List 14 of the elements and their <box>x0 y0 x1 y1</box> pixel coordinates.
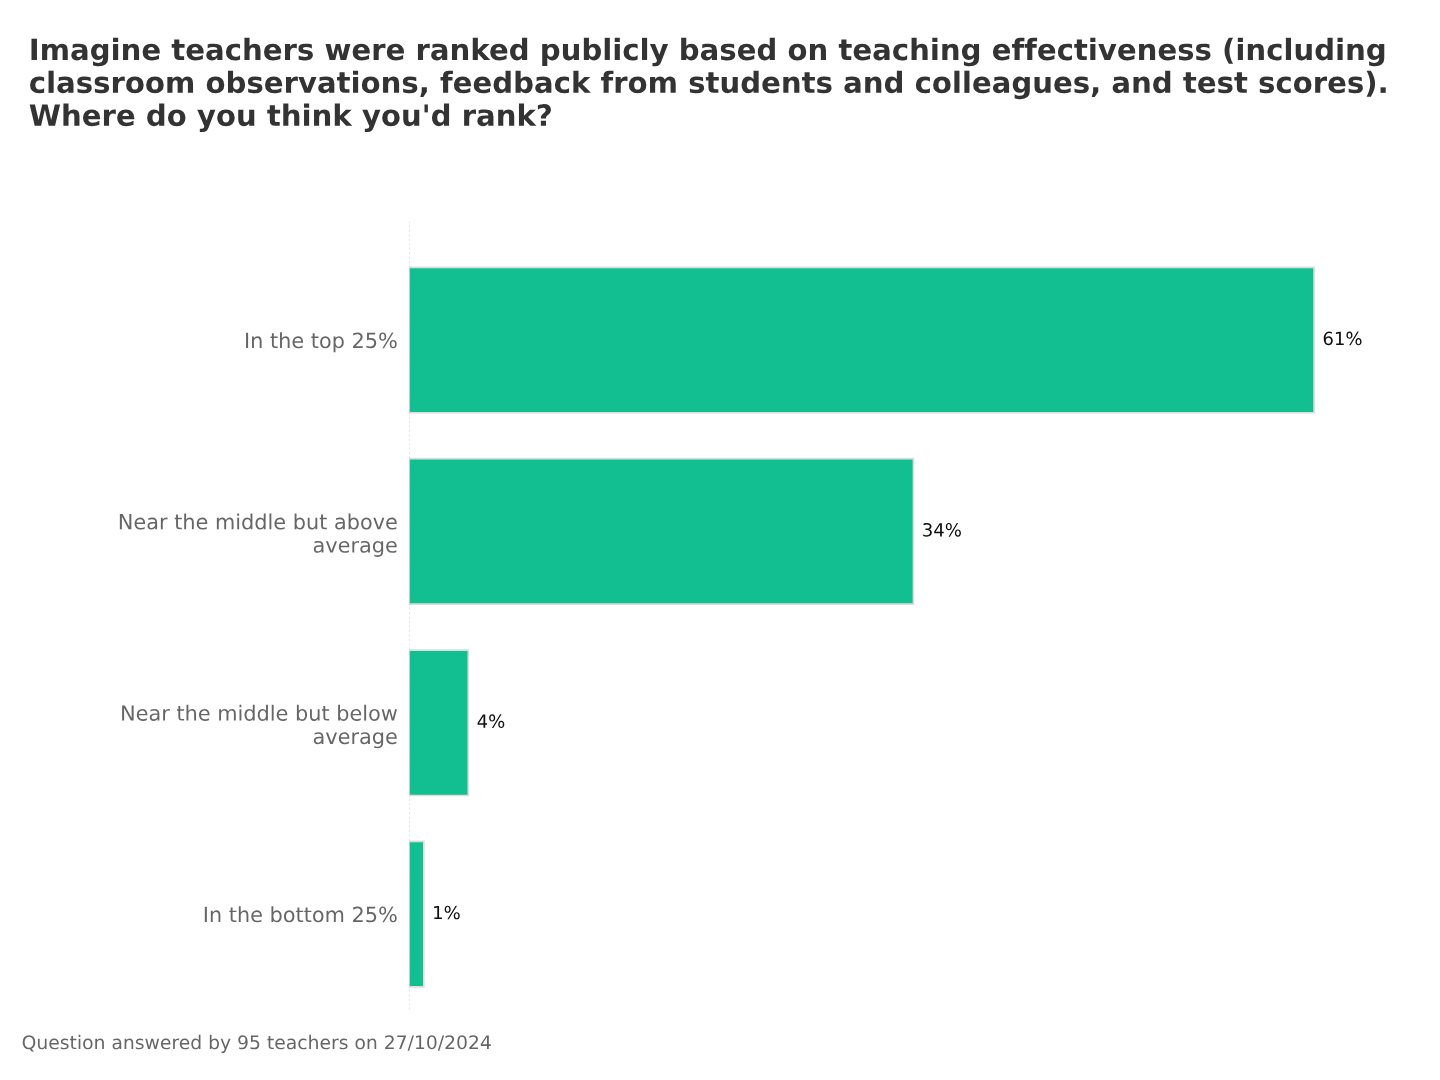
y-tick-label: Near the middle but below average <box>122 704 397 749</box>
y-tick-label: In the top 25% <box>246 332 397 353</box>
bar <box>408 649 470 797</box>
chart-title: Imagine teachers were ranked publicly based on teaching effectiveness (including classroom observations, feedback from students and colleagues, and test scores). Where do you think you'd rank? <box>29 37 1386 133</box>
bar <box>408 840 425 988</box>
data-label: 4% <box>477 714 505 728</box>
bar <box>408 457 915 605</box>
y-tick-label: In the bottom 25% <box>204 906 397 923</box>
data-label: 34% <box>923 522 961 537</box>
bar <box>408 266 1315 414</box>
y-tick-label: Near the middle but above average <box>119 513 397 557</box>
data-label: 1% <box>434 905 460 920</box>
data-label: 61% <box>1323 331 1362 346</box>
text: Question answered by 95 teachers on 27/10/2024 <box>22 1034 491 1053</box>
